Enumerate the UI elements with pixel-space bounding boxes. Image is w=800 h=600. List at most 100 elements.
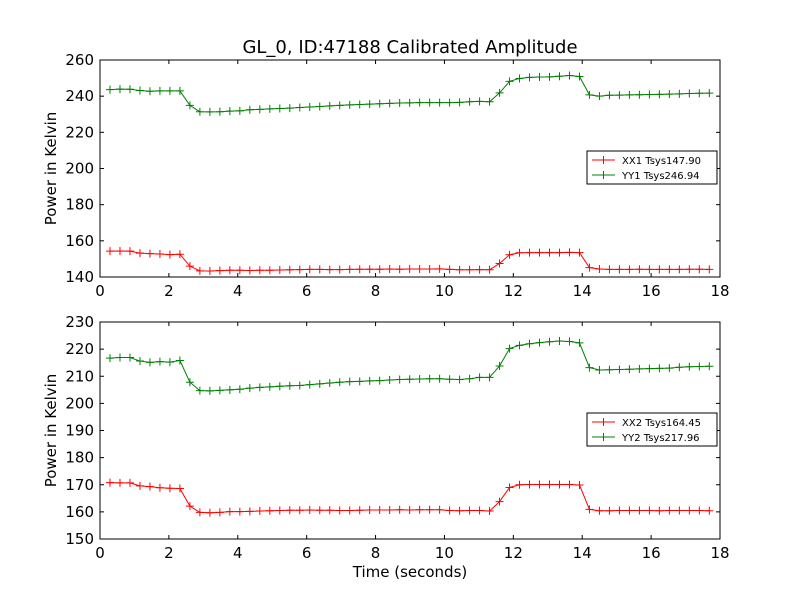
data-point-1-1-8 [175, 250, 184, 259]
data-point-2-2-43 [525, 339, 534, 348]
data-point-2-2-20 [295, 381, 304, 390]
x-tick-label: 12 [504, 282, 523, 300]
data-point-2-1-19 [285, 506, 294, 515]
data-point-2-1-53 [625, 506, 634, 515]
data-point-1-2-2 [115, 85, 124, 94]
legend-label: XX2 Tsys164.45 [622, 418, 701, 429]
data-point-1-2-41 [505, 77, 514, 86]
data-point-2-2-50 [595, 366, 604, 375]
data-point-1-2-32 [415, 98, 424, 107]
y-tick-label: 220 [65, 123, 94, 141]
data-point-1-2-52 [615, 91, 624, 100]
data-point-2-1-56 [655, 506, 664, 515]
data-point-1-2-46 [555, 72, 564, 81]
x-tick-label: 10 [435, 544, 454, 562]
data-point-2-2-5 [145, 358, 154, 367]
data-point-1-2-56 [655, 90, 664, 99]
data-point-2-2-2 [115, 353, 124, 362]
data-point-2-1-6 [155, 483, 164, 492]
data-point-1-1-34 [435, 264, 444, 273]
data-point-1-2-40 [495, 88, 504, 97]
data-point-1-1-48 [575, 248, 584, 257]
data-point-1-2-38 [475, 97, 484, 106]
data-point-2-1-16 [255, 507, 264, 516]
data-point-1-1-59 [685, 265, 694, 274]
data-point-2-2-56 [655, 364, 664, 373]
data-point-1-2-14 [235, 106, 244, 115]
data-point-2-1-38 [475, 506, 484, 515]
data-point-1-2-3 [125, 85, 134, 94]
data-point-1-2-1 [105, 85, 114, 94]
data-point-1-2-55 [645, 90, 654, 99]
data-point-2-1-17 [265, 506, 274, 515]
data-point-2-1-52 [615, 506, 624, 515]
data-point-1-2-16 [255, 105, 264, 114]
data-point-2-1-54 [635, 506, 644, 515]
data-point-2-2-31 [405, 375, 414, 384]
data-point-1-2-39 [485, 97, 494, 106]
data-point-1-1-44 [535, 248, 544, 257]
data-point-1-1-38 [475, 265, 484, 274]
data-point-1-1-2 [115, 246, 124, 255]
legend-label: YY1 Tsys246.94 [621, 171, 700, 182]
data-point-2-2-48 [575, 338, 584, 347]
data-point-1-1-42 [515, 248, 524, 257]
data-point-1-1-33 [425, 265, 434, 274]
data-point-1-2-10 [195, 107, 204, 116]
data-point-2-1-28 [375, 505, 384, 514]
data-point-1-1-26 [355, 265, 364, 274]
y-tick-label: 180 [65, 449, 94, 467]
chart-title: GL_0, ID:47188 Calibrated Amplitude [242, 37, 577, 58]
y-tick-label: 210 [65, 367, 94, 385]
data-point-1-2-25 [345, 100, 354, 109]
data-point-1-1-16 [255, 266, 264, 275]
data-point-1-1-28 [375, 265, 384, 274]
data-point-2-2-14 [235, 385, 244, 394]
y-tick-label: 160 [65, 232, 94, 250]
data-point-2-2-58 [675, 363, 684, 372]
data-point-1-2-17 [265, 104, 274, 113]
data-point-1-1-30 [395, 265, 404, 274]
data-point-2-2-41 [505, 344, 514, 353]
data-point-1-2-8 [175, 86, 184, 95]
data-point-2-1-59 [685, 506, 694, 515]
data-point-1-2-53 [625, 90, 634, 99]
data-point-2-2-16 [255, 383, 264, 392]
data-point-2-2-42 [515, 341, 524, 350]
data-point-1-2-45 [545, 72, 554, 81]
data-point-2-2-35 [445, 375, 454, 384]
data-point-2-2-60 [695, 362, 704, 371]
data-point-1-1-3 [125, 247, 134, 256]
data-point-1-1-15 [245, 266, 254, 275]
data-point-2-2-54 [635, 364, 644, 373]
data-point-1-2-11 [205, 107, 214, 116]
data-point-1-1-29 [385, 265, 394, 274]
legend-marker [599, 156, 608, 164]
data-point-2-1-35 [445, 506, 454, 515]
data-point-1-2-33 [425, 98, 434, 107]
data-point-1-2-51 [605, 91, 614, 100]
data-point-1-1-61 [705, 265, 714, 274]
y-tick-label: 200 [65, 394, 94, 412]
data-point-2-1-42 [515, 480, 524, 489]
data-point-1-2-6 [155, 86, 164, 95]
data-point-2-2-12 [215, 386, 224, 395]
y-tick-label: 140 [65, 268, 94, 286]
x-tick-label: 18 [710, 544, 729, 562]
data-point-1-2-18 [275, 104, 284, 113]
data-point-1-2-43 [525, 73, 534, 82]
data-point-1-2-30 [395, 99, 404, 108]
data-point-2-2-34 [435, 374, 444, 383]
data-point-2-2-10 [195, 386, 204, 395]
data-point-2-1-40 [495, 497, 504, 506]
data-point-1-1-14 [235, 266, 244, 275]
data-point-2-1-50 [595, 506, 604, 515]
data-point-1-1-50 [595, 265, 604, 274]
data-point-1-2-61 [705, 89, 714, 98]
data-point-2-1-9 [185, 502, 194, 511]
x-tick-label: 2 [164, 544, 174, 562]
data-point-2-2-38 [475, 373, 484, 382]
data-point-2-2-59 [685, 362, 694, 371]
